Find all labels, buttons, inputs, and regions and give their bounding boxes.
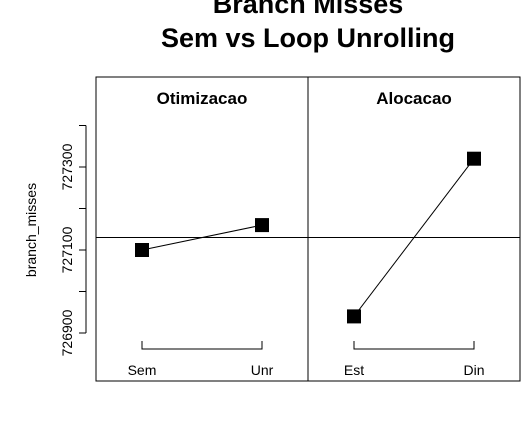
y-axis: 726900 727100 727300 [59,126,86,357]
y-axis-label: branch_misses [23,183,39,277]
point-din [467,152,481,166]
panel-title-0: Otimizacao [157,89,248,108]
y-tick-label-2: 727300 [59,143,75,190]
point-est [347,309,361,323]
panel-bracket-1 [354,341,474,349]
x-tick-label-sem: Sem [128,362,157,378]
x-tick-label-din: Din [463,362,484,378]
panel-frame-1 [308,77,520,381]
y-tick-label-1: 727100 [59,226,75,273]
panel-frame-0 [96,77,308,381]
point-unr [255,218,269,232]
x-tick-label-unr: Unr [251,362,274,378]
x-tick-label-est: Est [344,362,364,378]
chart-title-line-1: Branch Misses [213,0,404,19]
panels: Otimizacao Sem Unr Alocacao Est Din [96,77,520,381]
panel-title-1: Alocacao [376,89,452,108]
chart-title-line-2: Sem vs Loop Unrolling [161,23,455,53]
point-sem [135,243,149,257]
y-tick-label-0: 726900 [59,309,75,356]
panel-bracket-0 [142,341,262,349]
